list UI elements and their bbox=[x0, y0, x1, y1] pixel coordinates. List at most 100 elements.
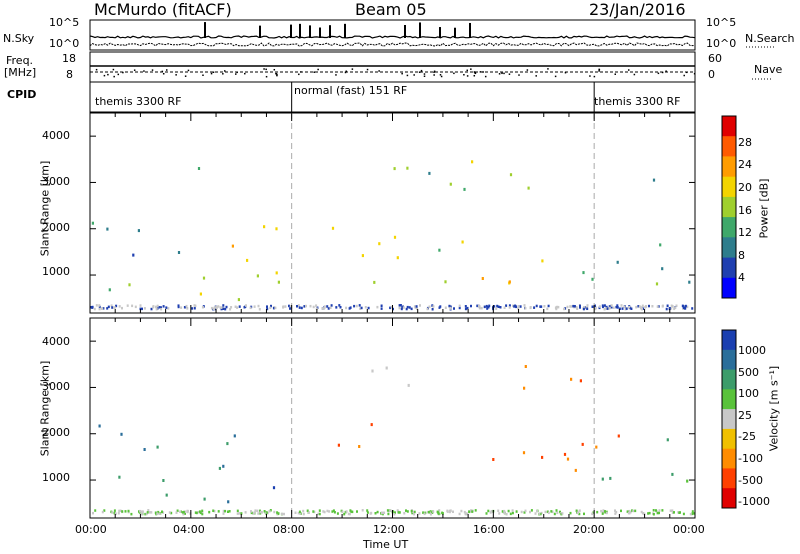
freq-dot bbox=[222, 73, 224, 75]
power-ground-band bbox=[213, 306, 216, 309]
power-cb-tick-16: 16 bbox=[738, 204, 752, 217]
power-ground-band bbox=[579, 304, 581, 308]
velocity-ground-band bbox=[276, 512, 279, 516]
cpid-label: CPID bbox=[7, 88, 37, 101]
velocity-ground-band bbox=[452, 510, 454, 513]
power-ground-band bbox=[353, 304, 356, 308]
power-ground-band bbox=[524, 307, 527, 310]
velocity-colorbar-swatch bbox=[722, 330, 736, 351]
power-data-cell bbox=[91, 221, 94, 225]
velocity-ground-band bbox=[689, 512, 692, 516]
power-ground-band bbox=[488, 304, 491, 308]
power-data-cell bbox=[527, 186, 530, 190]
power-ground-band bbox=[400, 307, 403, 311]
velocity-ground-band bbox=[438, 509, 441, 512]
velocity-ground-band bbox=[411, 510, 414, 514]
power-ground-band bbox=[139, 304, 142, 307]
power-ground-band bbox=[508, 306, 511, 309]
power-ground-band bbox=[458, 306, 461, 310]
freq-dot bbox=[161, 70, 164, 73]
freq-dot bbox=[143, 70, 145, 72]
power-ground-band bbox=[100, 307, 103, 310]
power-ground-band bbox=[682, 305, 685, 308]
velocity-ground-band bbox=[413, 512, 416, 516]
power-ground-band bbox=[193, 307, 196, 310]
freq-dot bbox=[187, 69, 190, 72]
power-colorbar-swatch bbox=[722, 116, 736, 137]
power-ground-band bbox=[539, 305, 542, 308]
velocity-ground-band bbox=[273, 510, 276, 514]
power-ground-band bbox=[547, 304, 550, 308]
power-ground-band bbox=[191, 307, 194, 310]
velocity-ground-band bbox=[297, 511, 300, 515]
velocity-ground-band bbox=[423, 512, 426, 516]
power-ground-band bbox=[665, 307, 668, 311]
velocity-ground-band bbox=[259, 510, 262, 514]
velocity-colorbar-swatch bbox=[722, 448, 736, 469]
velocity-ytick-4000: 4000 bbox=[42, 335, 70, 348]
power-ground-band bbox=[243, 306, 246, 309]
velocity-ground-band bbox=[632, 509, 635, 513]
velocity-ground-band bbox=[615, 510, 618, 514]
velocity-ground-band bbox=[489, 511, 492, 514]
power-data-cell bbox=[582, 271, 585, 275]
velocity-ground-band bbox=[460, 509, 463, 513]
power-ground-band bbox=[575, 306, 578, 309]
nsearch-trace bbox=[89, 42, 696, 47]
velocity-data-cell bbox=[162, 479, 165, 482]
velocity-ground-band bbox=[692, 512, 695, 515]
power-ground-band bbox=[624, 307, 627, 311]
velocity-ground-band bbox=[383, 511, 386, 514]
nsearch-label: N.Search bbox=[745, 32, 795, 45]
power-ground-band bbox=[448, 304, 451, 308]
power-ground-band bbox=[230, 306, 233, 309]
velocity-ground-band bbox=[199, 511, 202, 515]
velocity-ground-band bbox=[294, 511, 297, 514]
power-ground-band bbox=[668, 307, 671, 310]
power-ground-band bbox=[401, 306, 404, 309]
velocity-data-cell bbox=[686, 479, 689, 483]
power-ground-band bbox=[569, 305, 572, 308]
power-ground-band bbox=[272, 306, 275, 310]
freq-dot bbox=[433, 74, 435, 76]
freq-dot bbox=[423, 75, 426, 78]
velocity-ground-band bbox=[503, 509, 506, 513]
freq-dot bbox=[598, 70, 600, 72]
power-ground-band bbox=[519, 305, 522, 308]
freq-dot bbox=[479, 71, 482, 73]
velocity-ground-band bbox=[276, 511, 279, 514]
velocity-data-cell bbox=[522, 451, 526, 455]
velocity-ground-band bbox=[366, 509, 369, 512]
velocity-ground-band bbox=[343, 512, 346, 516]
power-ground-band bbox=[466, 306, 469, 310]
freq-dot bbox=[378, 70, 380, 72]
freq-dot bbox=[151, 69, 154, 71]
velocity-ground-band bbox=[643, 512, 646, 516]
velocity-ground-band bbox=[551, 510, 554, 514]
velocity-ground-band bbox=[150, 511, 153, 514]
velocity-ground-band bbox=[509, 512, 512, 516]
cpid-mode-2: normal (fast) 151 RF bbox=[294, 84, 408, 97]
velocity-ground-band bbox=[184, 512, 186, 515]
velocity-cb-tick-25: 25 bbox=[738, 409, 752, 422]
velocity-ground-band bbox=[555, 509, 558, 512]
power-colorbar-swatch bbox=[722, 156, 736, 178]
power-ground-band bbox=[594, 307, 597, 311]
cpid-panel-frame bbox=[89, 81, 696, 113]
power-data-cell bbox=[246, 258, 249, 262]
cpid-mode-3: themis 3300 RF bbox=[594, 95, 681, 108]
nsearch-tick-top: 10^5 bbox=[706, 16, 737, 29]
velocity-ground-band bbox=[669, 509, 672, 512]
power-ground-band bbox=[485, 304, 488, 308]
velocity-ground-band bbox=[92, 511, 94, 515]
velocity-ground-band bbox=[127, 509, 130, 513]
velocity-ground-band bbox=[341, 510, 344, 514]
velocity-ground-band bbox=[503, 511, 506, 514]
power-ground-band bbox=[95, 304, 98, 307]
power-ground-band bbox=[214, 307, 217, 311]
freq-panel-frame bbox=[89, 51, 696, 83]
velocity-ground-band bbox=[158, 512, 161, 515]
power-data-cell bbox=[275, 271, 278, 275]
power-ground-band bbox=[113, 306, 116, 309]
velocity-ground-band bbox=[396, 509, 399, 512]
